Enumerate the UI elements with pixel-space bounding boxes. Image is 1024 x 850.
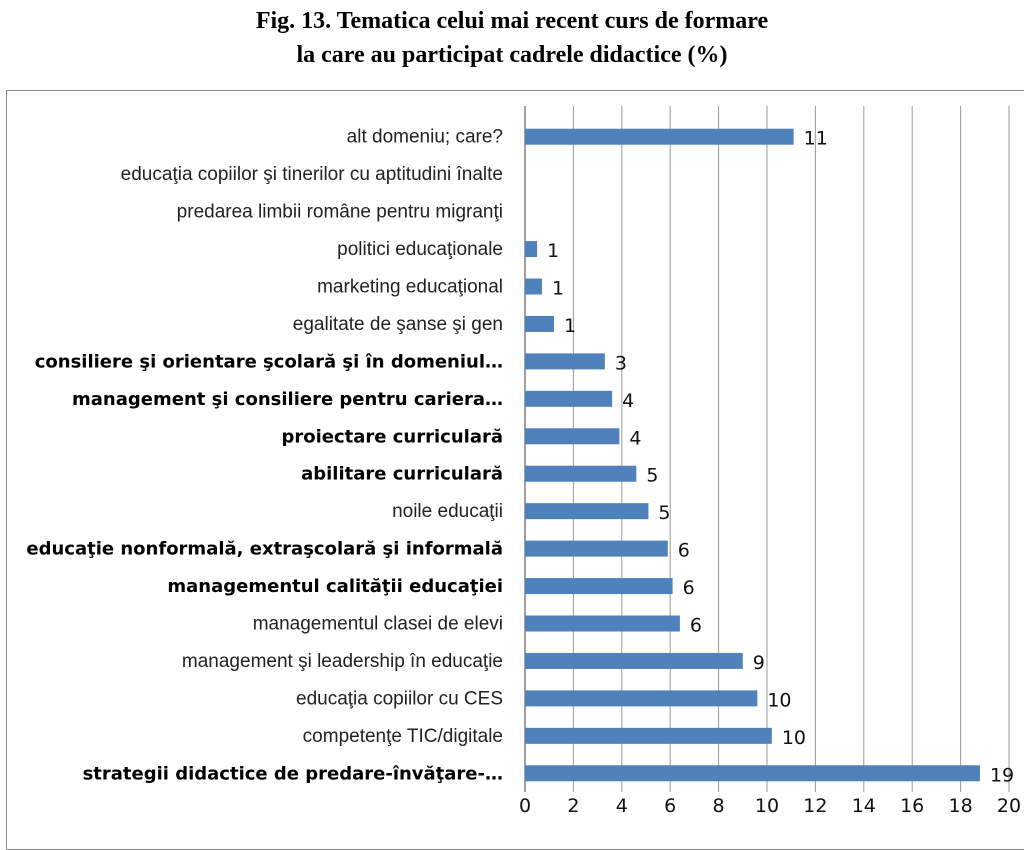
bar bbox=[525, 315, 555, 332]
category-label: consiliere şi orientare şcolară şi în do… bbox=[35, 351, 503, 372]
data-label: 6 bbox=[690, 615, 702, 637]
bar bbox=[525, 727, 772, 744]
category-label: marketing educaţional bbox=[317, 277, 503, 298]
data-label: 6 bbox=[678, 540, 690, 562]
category-label: alt domeniu; care? bbox=[347, 127, 503, 148]
data-label: 19 bbox=[990, 764, 1014, 786]
x-tick-label: 4 bbox=[616, 795, 628, 817]
data-label: 1 bbox=[564, 315, 576, 337]
bar bbox=[525, 428, 620, 445]
category-label: strategii didactice de predare-învăţare-… bbox=[83, 763, 503, 784]
category-label: educaţie nonformală, extraşcolară şi inf… bbox=[26, 539, 503, 560]
x-tick-label: 8 bbox=[713, 795, 725, 817]
x-tick-label: 0 bbox=[519, 795, 531, 817]
data-label: 6 bbox=[683, 577, 695, 599]
category-label: noile educaţii bbox=[392, 501, 503, 522]
category-label: politici educaţionale bbox=[337, 239, 503, 260]
bar bbox=[525, 503, 649, 520]
grid-lines bbox=[524, 106, 1010, 792]
bar bbox=[525, 615, 680, 632]
data-label: 4 bbox=[629, 427, 641, 449]
x-tick-label: 2 bbox=[567, 795, 579, 817]
x-tick-label: 10 bbox=[755, 795, 779, 817]
x-tick-label: 6 bbox=[664, 795, 676, 817]
data-label: 11 bbox=[804, 128, 828, 150]
bar bbox=[525, 390, 613, 407]
bar bbox=[525, 278, 542, 295]
data-label: 3 bbox=[615, 352, 627, 374]
data-label: 1 bbox=[547, 240, 559, 262]
bar bbox=[525, 353, 605, 370]
bar bbox=[525, 652, 743, 669]
category-label: egalitate de şanse şi gen bbox=[293, 314, 503, 335]
bars bbox=[525, 128, 980, 782]
category-label: management şi consiliere pentru cariera… bbox=[72, 389, 503, 410]
x-tick-label: 18 bbox=[949, 795, 973, 817]
chart-title-line2: la care au participat cadrele didactice … bbox=[296, 42, 728, 68]
category-label: competenţe TIC/digitale bbox=[303, 726, 503, 747]
category-label: predarea limbii române pentru migranţi bbox=[177, 202, 503, 223]
category-label: educaţia copiilor şi tinerilor cu aptitu… bbox=[121, 164, 503, 185]
category-label: managementul clasei de elevi bbox=[253, 614, 503, 635]
category-label: managementul calităţii educaţiei bbox=[167, 576, 503, 597]
x-axis-ticks: 0 2 4 6 8 10 12 14 16 18 20 bbox=[519, 795, 1021, 817]
x-tick-label: 16 bbox=[900, 795, 924, 817]
category-label: abilitare curriculară bbox=[301, 464, 503, 485]
bar-chart: alt domeniu; care? educaţia copiilor şi t… bbox=[26, 106, 1021, 817]
category-labels: alt domeniu; care? educaţia copiilor şi t… bbox=[26, 127, 503, 785]
chart-title: Fig. 13. Tematica celui mai recent curs … bbox=[0, 4, 1024, 72]
x-tick-label: 14 bbox=[852, 795, 876, 817]
bar bbox=[525, 241, 538, 258]
bar bbox=[525, 578, 673, 595]
data-label: 9 bbox=[753, 652, 765, 674]
bar bbox=[525, 465, 637, 482]
data-label: 10 bbox=[782, 727, 806, 749]
data-label: 10 bbox=[767, 689, 791, 711]
x-tick-label: 20 bbox=[997, 795, 1021, 817]
x-tick-label: 12 bbox=[803, 795, 827, 817]
category-label: management şi leadership în educaţie bbox=[182, 651, 503, 672]
chart-title-line1: Fig. 13. Tematica celui mai recent curs … bbox=[255, 8, 769, 34]
category-label: proiectare curriculară bbox=[281, 426, 503, 447]
bar bbox=[525, 128, 794, 145]
category-label: educaţia copiilor cu CES bbox=[296, 688, 503, 709]
data-label: 1 bbox=[552, 278, 564, 300]
bar bbox=[525, 765, 980, 782]
data-label: 4 bbox=[622, 390, 634, 412]
bar bbox=[525, 540, 668, 557]
data-label: 5 bbox=[658, 502, 670, 524]
bar bbox=[525, 690, 758, 707]
data-label: 5 bbox=[646, 465, 658, 487]
